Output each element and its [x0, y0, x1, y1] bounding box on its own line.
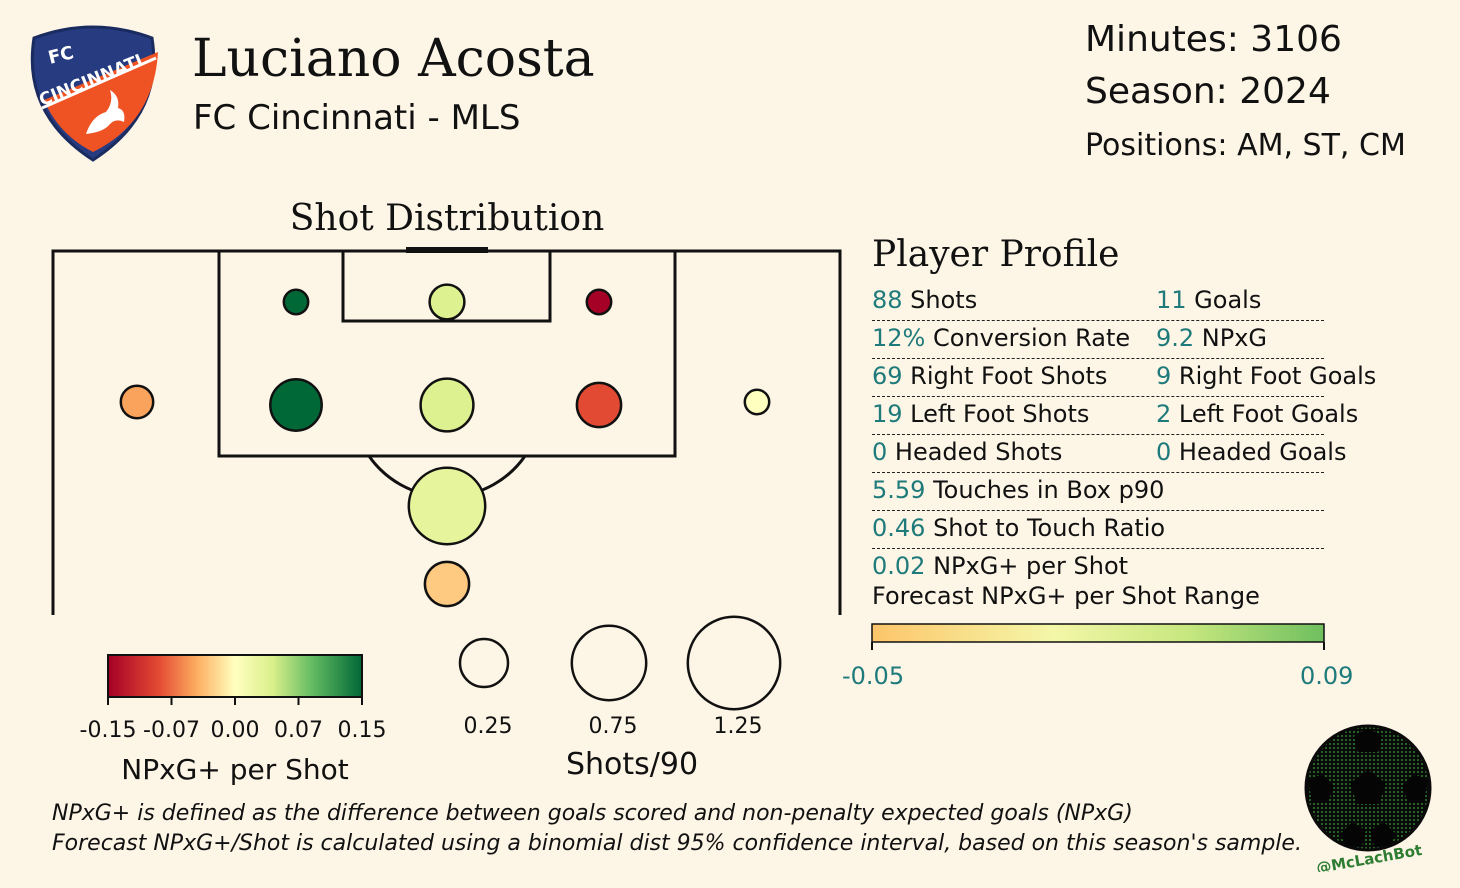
bot-logo: @McLachBot — [1304, 724, 1432, 872]
color-bar — [107, 654, 363, 698]
color-bar-tick-label: 0.15 — [338, 718, 387, 743]
color-bar-tick-label: -0.07 — [143, 718, 200, 743]
stat-value: 0 — [872, 438, 888, 466]
stat-value: 12% — [872, 324, 926, 352]
season: Season: 2024 — [1085, 71, 1331, 112]
profile-stat-left: 69 Right Foot Shots — [872, 362, 1107, 390]
stat-label: Left Foot Shots — [902, 400, 1090, 428]
size-legend-label-value: 0.25 — [464, 714, 513, 739]
stat-value: 0.46 — [872, 514, 926, 542]
color-scale-legend: -0.15 -0.07 0.00 0.07 0.15 NPxG+ per Shot — [80, 654, 387, 786]
color-scale-label: NPxG+ per Shot — [121, 753, 349, 786]
team-league: FC Cincinnati - MLS — [193, 98, 521, 138]
shot-zone-six-yard-centre — [428, 283, 466, 321]
color-bar-tick-label: 0.07 — [274, 718, 323, 743]
profile-stat-right: 0 Headed Goals — [1156, 438, 1346, 466]
shot-zone-outside-box-centre — [407, 466, 487, 546]
stat-label: Left Foot Goals — [1171, 400, 1359, 428]
profile-stat-left: 0.02 NPxG+ per Shot — [872, 552, 1128, 580]
profile-stat-left: 5.59 Touches in Box p90 — [872, 476, 1164, 504]
forecast-gradient — [871, 623, 1325, 643]
shot-zone-wide-right — [743, 388, 771, 416]
player-profile-title: Player Profile — [872, 234, 1120, 275]
profile-row-divider — [872, 358, 1324, 359]
shot-zone-wide-left — [119, 384, 155, 420]
shot-distribution-pitch — [51, 247, 842, 615]
stat-label: Headed Shots — [887, 438, 1063, 466]
size-legend-label-value: 1.25 — [714, 714, 763, 739]
stat-value: 19 — [872, 400, 903, 428]
color-bar-tick-label: 0.00 — [211, 718, 260, 743]
stat-value: 88 — [872, 286, 903, 314]
stat-label: Shots — [902, 286, 978, 314]
profile-row-divider — [872, 434, 1324, 435]
forecast-range-bar — [871, 623, 1325, 650]
stat-value: 11 — [1156, 286, 1187, 314]
stat-label: Touches in Box p90 — [925, 476, 1165, 504]
stat-value: 69 — [872, 362, 903, 390]
fc-cincinnati-crest-icon: FC CINCINNATI — [30, 25, 158, 162]
profile-row-divider — [872, 320, 1324, 321]
profile-row-divider — [872, 548, 1324, 549]
shot-zone-long-range-centre — [423, 560, 471, 608]
shot-distribution-title: Shot Distribution — [289, 198, 605, 239]
profile-stat-left: 0 Headed Shots — [872, 438, 1062, 466]
profile-stat-left: 19 Left Foot Shots — [872, 400, 1089, 428]
stat-label: Shot to Touch Ratio — [925, 514, 1166, 542]
forecast-low-label: -0.05 — [842, 662, 905, 690]
size-legend: 0.25 0.75 1.25 Shots/90 — [458, 615, 782, 782]
stat-label: Conversion Rate — [925, 324, 1131, 352]
minutes-played: Minutes: 3106 — [1085, 19, 1342, 60]
shot-zone-six-yard-right — [585, 288, 613, 316]
color-bar-tick-label: -0.15 — [80, 718, 137, 743]
stat-value: 0.02 — [872, 552, 926, 580]
shot-zone-box-left — [269, 378, 323, 432]
stat-label: Right Foot Shots — [902, 362, 1108, 390]
profile-stat-left: 12% Conversion Rate — [872, 324, 1130, 352]
profile-stat-left: 88 Shots — [872, 286, 977, 314]
stat-label: NPxG+ per Shot — [925, 552, 1129, 580]
profile-stat-right: 9.2 NPxG — [1156, 324, 1267, 352]
footnote-forecast: Forecast NPxG+/Shot is calculated using … — [52, 831, 1302, 856]
profile-row-divider — [872, 510, 1324, 511]
stat-value: 2 — [1156, 400, 1172, 428]
size-legend-markers: 0.25 0.75 1.25 — [458, 615, 782, 739]
stat-label: Right Foot Goals — [1171, 362, 1377, 390]
stat-value: 9.2 — [1156, 324, 1195, 352]
size-legend-label: Shots/90 — [566, 747, 698, 782]
stat-value: 9 — [1156, 362, 1172, 390]
stat-label: Goals — [1186, 286, 1262, 314]
forecast-range-label: Forecast NPxG+ per Shot Range — [872, 582, 1260, 610]
profile-stat-left: 0.46 Shot to Touch Ratio — [872, 514, 1165, 542]
stat-label: NPxG — [1194, 324, 1268, 352]
profile-stat-right: 9 Right Foot Goals — [1156, 362, 1376, 390]
soccer-ball-icon — [1304, 724, 1432, 852]
shot-zone-box-right — [575, 381, 623, 429]
stat-label: Headed Goals — [1171, 438, 1347, 466]
size-legend-circle — [570, 624, 648, 702]
forecast-high-label: 0.09 — [1300, 662, 1354, 690]
size-legend-circle — [458, 637, 510, 689]
size-legend-circle — [686, 615, 782, 711]
positions: Positions: AM, ST, CM — [1085, 128, 1406, 163]
player-name: Luciano Acosta — [192, 29, 595, 89]
shot-zone-box-centre — [419, 377, 475, 433]
profile-row-divider — [872, 472, 1324, 473]
stat-value: 5.59 — [872, 476, 926, 504]
shot-zone-six-yard-left — [282, 288, 310, 316]
shot-markers — [119, 283, 771, 608]
color-bar-ticks: -0.15 -0.07 0.00 0.07 0.15 — [80, 697, 387, 743]
stat-value: 0 — [1156, 438, 1172, 466]
size-legend-label-value: 0.75 — [589, 714, 638, 739]
team-logo: FC CINCINNATI — [30, 25, 158, 162]
profile-row-divider — [872, 396, 1324, 397]
footnote-npxg: NPxG+ is defined as the difference betwe… — [52, 801, 1133, 826]
profile-stat-right: 2 Left Foot Goals — [1156, 400, 1358, 428]
profile-stat-right: 11 Goals — [1156, 286, 1261, 314]
